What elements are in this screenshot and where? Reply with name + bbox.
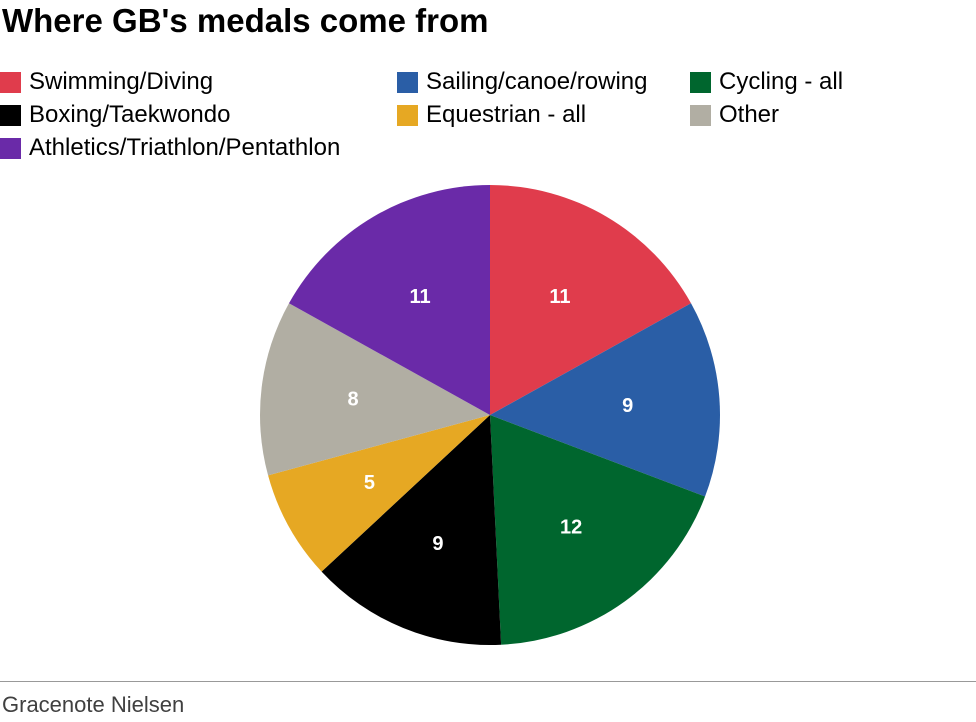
legend-item-cycling: Cycling - all — [690, 67, 843, 97]
data-label: 11 — [549, 286, 570, 308]
legend-label: Cycling - all — [719, 68, 844, 95]
legend-item-other: Other — [690, 100, 779, 130]
legend-item-sailing: Sailing/canoe/rowing — [397, 67, 647, 97]
pie-slice-4 — [268, 415, 490, 572]
legend-swatch — [397, 71, 418, 93]
pie-slice-3 — [321, 415, 502, 645]
data-label: 12 — [560, 517, 582, 539]
data-label: 9 — [622, 395, 633, 417]
legend-label: Boxing/Taekwondo — [29, 101, 231, 128]
legend-swatch — [690, 104, 711, 126]
legend-swatch — [690, 71, 711, 93]
divider — [0, 681, 976, 682]
data-label: 8 — [347, 388, 358, 410]
legend-item-equestrian: Equestrian - all — [397, 100, 586, 130]
source-note: Gracenote Nielsen — [2, 692, 185, 717]
legend-label: Sailing/canoe/rowing — [426, 68, 648, 95]
legend-swatch — [397, 104, 418, 126]
pie-slice-5 — [260, 303, 490, 476]
pie-slice-0 — [490, 185, 692, 415]
data-label: 5 — [364, 472, 375, 494]
legend-label: Athletics/Triathlon/Pentathlon — [29, 134, 341, 161]
legend-item-athletics: Athletics/Triathlon/Pentathlon — [0, 133, 340, 163]
pie-slice-1 — [490, 303, 720, 497]
data-label: 11 — [409, 286, 430, 308]
pie-slice-2 — [490, 415, 706, 645]
legend-swatch — [0, 137, 21, 159]
legend-item-boxing: Boxing/Taekwondo — [0, 100, 230, 130]
legend-swatch — [0, 104, 21, 126]
pie-slice-6 — [288, 185, 490, 415]
legend-label: Equestrian - all — [426, 101, 587, 128]
legend-label: Other — [719, 101, 780, 128]
legend-item-swimming: Swimming/Diving — [0, 67, 213, 97]
data-label: 9 — [432, 533, 443, 555]
legend-label: Swimming/Diving — [29, 68, 214, 95]
chart-title: Where GB's medals come from — [2, 2, 489, 39]
legend-swatch — [0, 71, 21, 93]
